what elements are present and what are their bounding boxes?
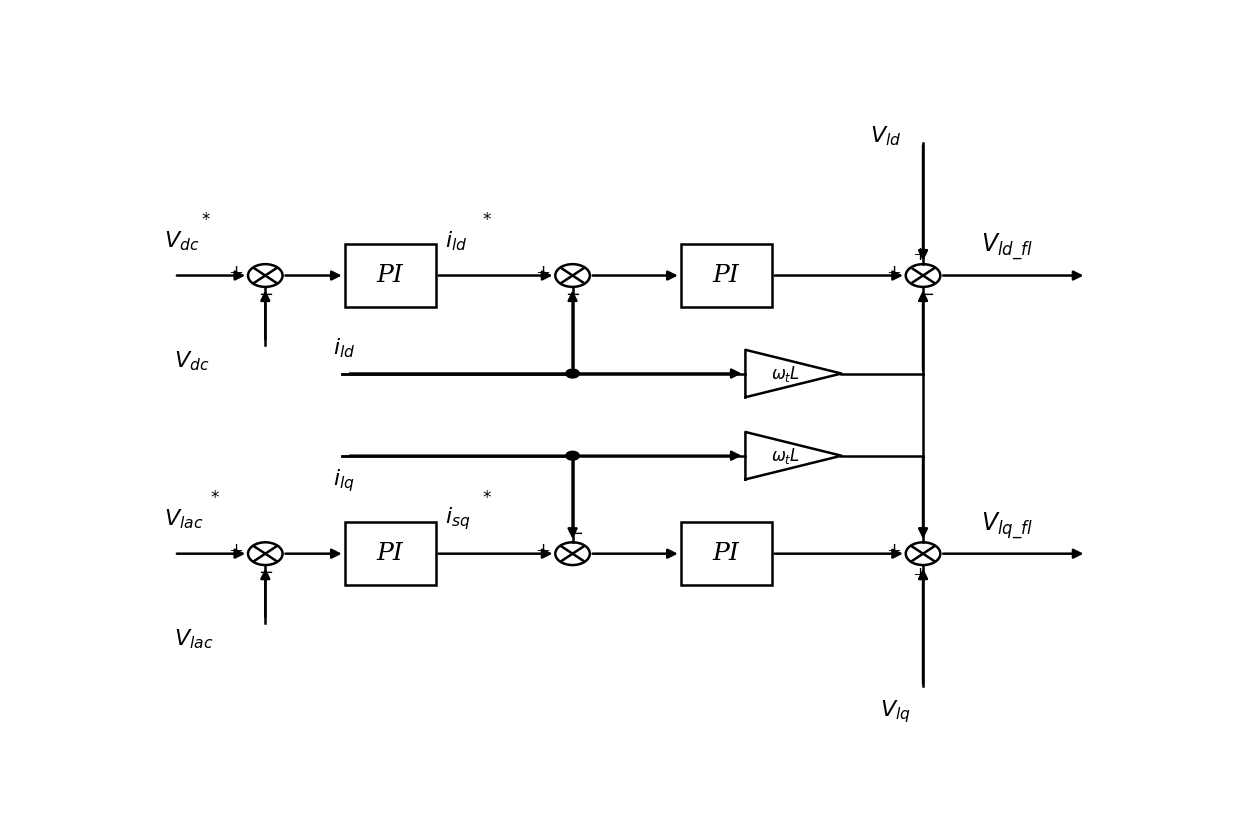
Text: +: + xyxy=(912,566,927,584)
Text: $i_{sq}$: $i_{sq}$ xyxy=(445,506,471,532)
Text: $*$: $*$ xyxy=(482,210,492,227)
Text: −: − xyxy=(258,287,273,304)
Text: $V_{lac}$: $V_{lac}$ xyxy=(173,627,213,651)
Bar xyxy=(344,522,436,585)
Text: −: − xyxy=(569,525,584,543)
Text: −: − xyxy=(258,564,273,582)
Circle shape xyxy=(566,452,580,460)
Text: $V_{dc}$: $V_{dc}$ xyxy=(173,349,209,373)
Text: $*$: $*$ xyxy=(482,488,492,505)
Text: PI: PI xyxy=(712,542,740,565)
Text: +: + xyxy=(535,264,550,282)
Bar xyxy=(680,522,772,585)
Text: $i_{ld}$: $i_{ld}$ xyxy=(332,337,354,360)
Text: $V_{ld\_fl}$: $V_{ld\_fl}$ xyxy=(981,232,1032,263)
Text: +: + xyxy=(228,264,243,282)
Text: $*$: $*$ xyxy=(201,210,211,227)
Text: $V_{lq}$: $V_{lq}$ xyxy=(880,699,911,725)
Text: −: − xyxy=(919,287,934,304)
Bar xyxy=(344,244,436,307)
Bar xyxy=(680,244,772,307)
Text: PI: PI xyxy=(377,264,404,287)
Text: +: + xyxy=(886,264,901,282)
Text: $V_{lac}$: $V_{lac}$ xyxy=(165,507,204,530)
Circle shape xyxy=(566,369,580,378)
Text: +: + xyxy=(535,543,550,561)
Text: +: + xyxy=(886,543,901,561)
Text: $\omega_t L$: $\omega_t L$ xyxy=(771,446,800,466)
Text: PI: PI xyxy=(712,264,740,287)
Text: $V_{dc}$: $V_{dc}$ xyxy=(165,229,199,253)
Text: PI: PI xyxy=(377,542,404,565)
Text: $i_{ld}$: $i_{ld}$ xyxy=(445,229,468,253)
Text: $*$: $*$ xyxy=(209,488,219,505)
Text: $i_{lq}$: $i_{lq}$ xyxy=(332,468,354,494)
Text: $V_{lq\_fl}$: $V_{lq\_fl}$ xyxy=(981,510,1032,540)
Text: +: + xyxy=(228,543,243,561)
Text: $V_{ld}$: $V_{ld}$ xyxy=(870,125,902,149)
Text: −: − xyxy=(565,287,580,304)
Text: $\omega_t L$: $\omega_t L$ xyxy=(771,364,800,383)
Text: +: + xyxy=(912,245,927,264)
